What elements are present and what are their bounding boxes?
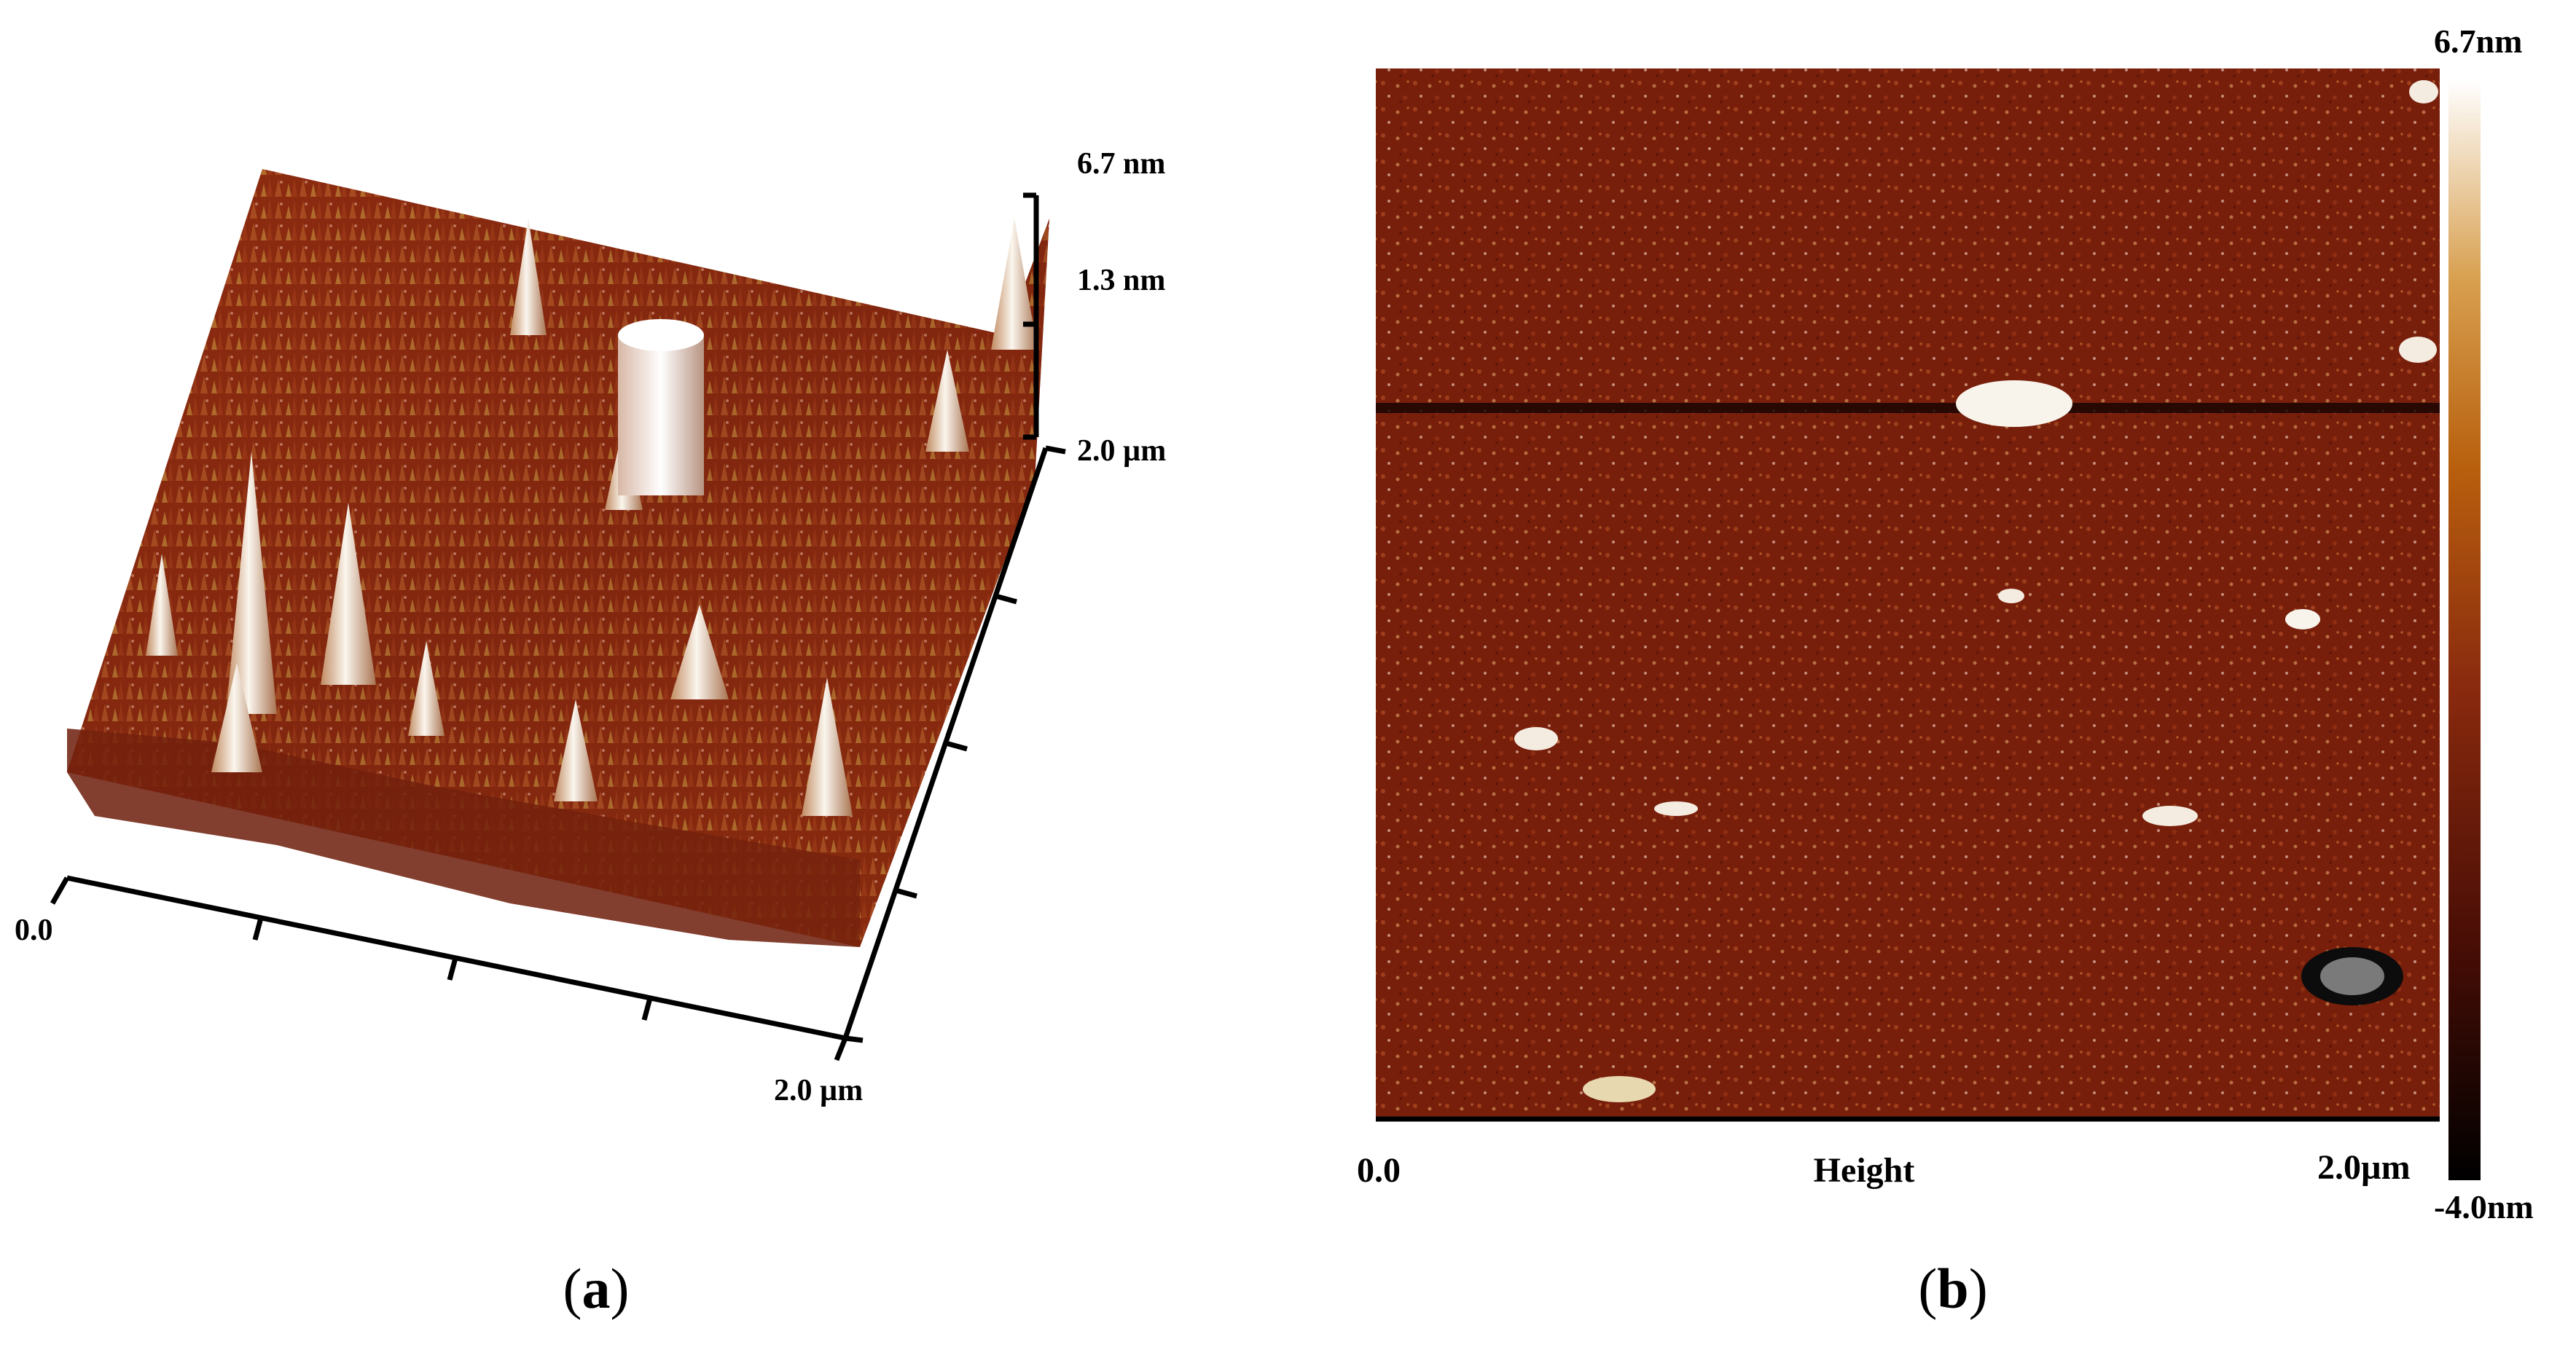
bright-feature — [1956, 380, 2072, 427]
x-axis-title: Height — [1814, 1151, 1915, 1190]
dark-pit-center — [2320, 957, 2384, 995]
y-axis-line — [842, 447, 1049, 1040]
peak — [146, 554, 178, 656]
y-end-label: 2.0 µm — [1077, 434, 1166, 468]
height-map-image — [1376, 68, 2440, 1118]
y-axis-tick — [1045, 445, 1066, 455]
bright-feature — [1583, 1076, 1656, 1102]
colorbar — [2448, 80, 2481, 1180]
peak — [321, 503, 376, 685]
y-axis-tick — [895, 887, 917, 899]
x-origin-label: 0.0 — [15, 914, 53, 947]
y-axis-tick — [845, 1035, 864, 1043]
colorbar-max-label: 6.7nm — [2434, 23, 2522, 60]
peak — [670, 605, 729, 699]
bright-feature — [2409, 80, 2438, 103]
x-axis-tick — [252, 917, 264, 941]
peak — [802, 678, 853, 816]
y-axis-tick — [995, 593, 1017, 605]
bright-feature — [1514, 727, 1558, 750]
peak — [211, 663, 262, 772]
height-map — [1376, 68, 2440, 1118]
peak — [226, 452, 277, 714]
x-axis-tick — [834, 1037, 848, 1061]
bright-feature — [2142, 806, 2198, 826]
axes-3d — [50, 192, 1066, 1061]
panel-b: 6.7nm -4.0nm 0.0 Height 2.0µm (b) — [1357, 23, 2534, 1320]
bright-feature — [2285, 609, 2320, 629]
peak — [925, 350, 969, 452]
z-max-label: 6.7 nm — [1077, 147, 1165, 181]
x-axis-tick — [50, 876, 70, 905]
peak — [554, 699, 598, 801]
surface-3d — [67, 169, 1049, 947]
x-end-label: 2.0µm — [2317, 1148, 2411, 1187]
panel-a: 6.7 nm 1.3 nm 2.0 µm 0.0 2.0 µm (a) — [15, 147, 1166, 1320]
x-origin-label: 0.0 — [1357, 1151, 1401, 1190]
surface-shade — [67, 169, 1049, 947]
x-axis-tick — [447, 957, 458, 981]
x-end-label: 2.0 µm — [774, 1074, 863, 1107]
cylinder-feature — [618, 319, 704, 495]
peak — [510, 219, 547, 335]
peak — [991, 219, 1038, 350]
y-axis-tick — [945, 740, 968, 752]
bright-feature — [1998, 589, 2024, 603]
x-axis-tick — [641, 997, 653, 1021]
bright-feature — [1654, 801, 1698, 816]
z-mid-label: 1.3 nm — [1077, 264, 1165, 297]
peak — [408, 641, 445, 736]
caption-a: (a) — [563, 1257, 630, 1320]
colorbar-min-label: -4.0nm — [2434, 1188, 2534, 1225]
caption-b: (b) — [1918, 1257, 1987, 1320]
height-map-shade — [1376, 68, 2440, 1118]
x-axis-line — [66, 875, 846, 1041]
bright-feature — [2399, 337, 2437, 363]
